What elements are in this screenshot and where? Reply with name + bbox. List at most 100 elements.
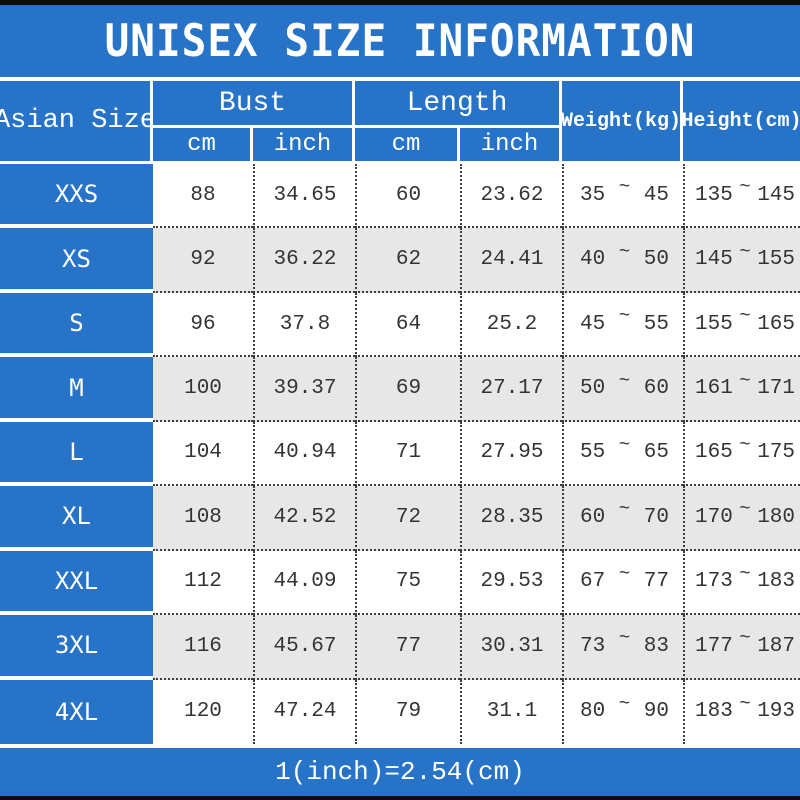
length-cm-cell: 79	[355, 679, 460, 744]
page-title: UNISEX SIZE INFORMATION	[104, 15, 696, 67]
bust-inch-cell: 39.37	[253, 357, 355, 422]
length-inch-cell: 31.1	[460, 679, 562, 744]
size-label-cell: M	[0, 357, 153, 422]
size-label-cell: L	[0, 421, 153, 487]
size-label-cell: 4XL	[0, 679, 153, 744]
height-range-cell: 161 ~171	[683, 357, 800, 422]
weight-max: 45	[643, 183, 669, 207]
weight-min: 40	[580, 248, 606, 272]
column-header-length: Length	[355, 81, 559, 125]
tilde-glyph: ~	[739, 627, 751, 650]
table-row: S 96 37.8 64 25.2 45 ~55 155 ~165	[0, 292, 800, 358]
weight-range-cell: 80 ~90	[562, 679, 683, 744]
length-cm-cell: 62	[355, 228, 460, 293]
tilde-glyph: ~	[739, 498, 751, 521]
height-max: 175	[757, 441, 795, 465]
bust-inch-cell: 34.65	[253, 164, 355, 229]
size-label-cell: 3XL	[0, 615, 153, 680]
length-cm-cell: 60	[355, 164, 460, 229]
bust-cm-cell: 112	[153, 550, 253, 616]
title-banner: UNISEX SIZE INFORMATION	[0, 5, 800, 77]
length-cm-cell: 69	[355, 357, 460, 422]
height-max: 183	[757, 570, 795, 594]
length-inch-cell: 30.31	[460, 615, 562, 680]
tilde-glyph: ~	[618, 176, 631, 199]
tilde-glyph: ~	[618, 240, 631, 263]
bust-cm-cell: 116	[153, 615, 253, 680]
table-body: XXS 88 34.65 60 23.62 35 ~45 135 ~145 XS 9…	[0, 161, 800, 744]
height-max: 145	[757, 183, 795, 207]
tilde-glyph: ~	[618, 627, 631, 650]
length-inch-cell: 28.35	[460, 486, 562, 551]
table-row: M 100 39.37 69 27.17 50 ~60 161 ~171	[0, 357, 800, 422]
bust-inch-cell: 37.8	[253, 292, 355, 358]
height-max: 165	[757, 312, 795, 336]
tilde-glyph: ~	[739, 369, 751, 392]
column-header-length-cm: cm	[355, 128, 457, 161]
length-inch-cell: 27.17	[460, 357, 562, 422]
footer-gap	[0, 744, 800, 748]
height-range-cell: 165 ~175	[683, 421, 800, 487]
weight-min: 73	[580, 634, 606, 658]
height-max: 171	[757, 377, 795, 401]
tilde-glyph: ~	[739, 305, 751, 328]
weight-range-cell: 45 ~55	[562, 292, 683, 358]
divider-line	[0, 77, 800, 81]
table-row: XS 92 36.22 62 24.41 40 ~50 145 ~155	[0, 228, 800, 293]
table-row: XL 108 42.52 72 28.35 60 ~70 170 ~180	[0, 486, 800, 551]
tilde-glyph: ~	[739, 433, 751, 456]
weight-max: 65	[643, 441, 669, 465]
height-range-cell: 173 ~183	[683, 550, 800, 616]
weight-min: 55	[580, 441, 606, 465]
weight-min: 35	[580, 183, 606, 207]
column-header-bust-inch: inch	[253, 128, 352, 161]
conversion-note: 1(inch)=2.54(cm)	[275, 757, 525, 787]
table-row: 4XL 120 47.24 79 31.1 80 ~90 183 ~193	[0, 679, 800, 744]
weight-range-cell: 60 ~70	[562, 486, 683, 551]
bust-inch-cell: 36.22	[253, 228, 355, 293]
length-cm-cell: 75	[355, 550, 460, 616]
tilde-glyph: ~	[739, 240, 751, 263]
size-label-cell: XXS	[0, 164, 153, 229]
height-min: 161	[695, 377, 733, 401]
column-header-weight: Weight(kg)	[562, 81, 680, 161]
tilde-glyph: ~	[618, 562, 631, 585]
height-min: 165	[695, 441, 733, 465]
column-header-bust-cm: cm	[153, 128, 250, 161]
tilde-glyph: ~	[618, 305, 631, 328]
weight-range-cell: 50 ~60	[562, 357, 683, 422]
length-inch-cell: 24.41	[460, 228, 562, 293]
weight-min: 60	[580, 505, 606, 529]
length-inch-cell: 25.2	[460, 292, 562, 358]
bust-cm-cell: 104	[153, 421, 253, 487]
tilde-glyph: ~	[739, 562, 751, 585]
column-header-asian-size: Asian Size	[0, 81, 150, 161]
table-header: Asian Size Bust Length cm inch cm inch W…	[0, 81, 800, 161]
length-inch-cell: 29.53	[460, 550, 562, 616]
top-black-bar	[0, 0, 800, 5]
length-inch-cell: 23.62	[460, 164, 562, 229]
bust-cm-cell: 92	[153, 228, 253, 293]
size-label-cell: S	[0, 292, 153, 358]
bust-inch-cell: 40.94	[253, 421, 355, 487]
height-min: 155	[695, 312, 733, 336]
bust-inch-cell: 44.09	[253, 550, 355, 616]
tilde-glyph: ~	[618, 498, 631, 521]
weight-range-cell: 55 ~65	[562, 421, 683, 487]
length-cm-cell: 72	[355, 486, 460, 551]
weight-range-cell: 73 ~83	[562, 615, 683, 680]
table-row: 3XL 116 45.67 77 30.31 73 ~83 177 ~187	[0, 615, 800, 680]
tilde-glyph: ~	[739, 176, 751, 199]
bottom-black-bar	[0, 796, 800, 800]
column-header-length-inch: inch	[460, 128, 559, 161]
weight-max: 50	[643, 248, 669, 272]
table-row: XXL 112 44.09 75 29.53 67 ~77 173 ~183	[0, 550, 800, 616]
column-header-bust: Bust	[153, 81, 352, 125]
height-min: 177	[695, 634, 733, 658]
table-row: XXS 88 34.65 60 23.62 35 ~45 135 ~145	[0, 164, 800, 229]
bust-cm-cell: 96	[153, 292, 253, 358]
bust-cm-cell: 108	[153, 486, 253, 551]
tilde-glyph: ~	[618, 369, 631, 392]
tilde-glyph: ~	[618, 692, 631, 715]
